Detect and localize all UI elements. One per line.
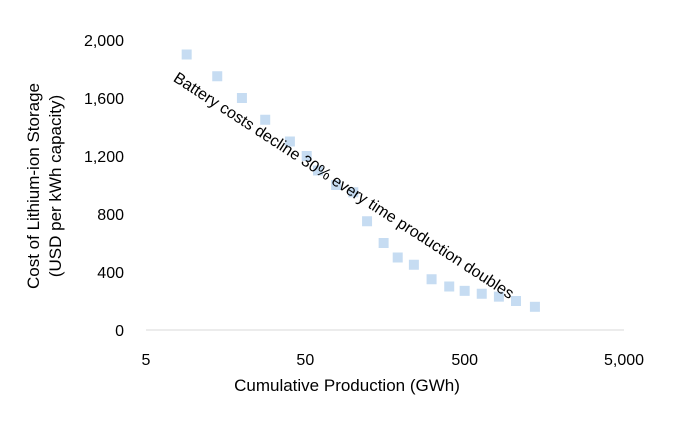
- x-tick-label: 500: [451, 352, 478, 369]
- x-tick-label: 5,000: [604, 352, 644, 369]
- y-tick-label: 2,000: [84, 33, 124, 50]
- data-point: [511, 296, 522, 306]
- y-tick-label: 1,600: [84, 91, 124, 108]
- y-tick-label: 800: [97, 207, 124, 224]
- data-point: [493, 291, 504, 302]
- data-points: [181, 49, 540, 312]
- data-point: [426, 274, 437, 285]
- y-axis-title-line-1: Cost of Lithium-ion Storage: [24, 83, 43, 289]
- y-tick-labels: 0 400 800 1,200 1,600 2,000: [84, 33, 124, 340]
- y-axis-title: Cost of Lithium-ion Storage (USD per kWh…: [24, 83, 65, 289]
- x-tick-label: 5: [142, 352, 151, 369]
- x-tick-label: 50: [296, 352, 314, 369]
- x-axis-title: Cumulative Production (GWh): [234, 376, 460, 395]
- data-point: [392, 252, 403, 263]
- data-point: [284, 136, 295, 147]
- data-point: [459, 285, 470, 296]
- data-point: [260, 114, 271, 125]
- y-tick-label: 1,200: [84, 149, 124, 166]
- data-point: [312, 165, 323, 176]
- data-point: [362, 216, 373, 227]
- y-axis-title-line-2: (USD per kWh capacity): [46, 95, 65, 277]
- data-point: [348, 187, 359, 198]
- data-point: [444, 281, 455, 292]
- data-point: [301, 151, 312, 161]
- data-point: [236, 93, 247, 103]
- trend-annotation: Battery costs decline 30% every time pro…: [170, 70, 516, 303]
- data-point: [529, 301, 540, 312]
- data-point: [331, 180, 342, 190]
- y-tick-label: 400: [97, 265, 124, 282]
- data-point: [181, 49, 192, 60]
- data-point: [212, 71, 223, 82]
- data-point: [476, 288, 487, 299]
- data-point: [378, 238, 389, 248]
- y-tick-label: 0: [115, 323, 124, 340]
- x-tick-labels: 5 50 500 5,000: [142, 352, 645, 369]
- data-point: [408, 259, 419, 270]
